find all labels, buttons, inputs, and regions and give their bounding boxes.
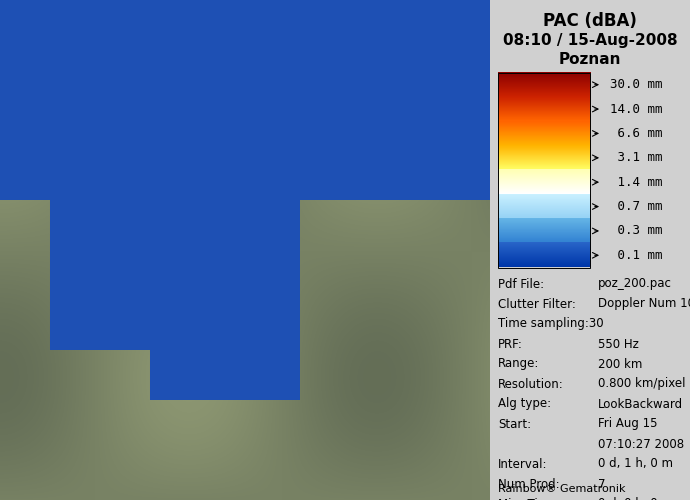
Text: 08:10 / 15-Aug-2008: 08:10 / 15-Aug-2008: [503, 32, 678, 48]
Text: Rainbow® Gematronik: Rainbow® Gematronik: [498, 484, 625, 494]
Text: poz_200.pac: poz_200.pac: [598, 278, 672, 290]
Text: 0.3 mm: 0.3 mm: [610, 224, 662, 237]
Text: Doppler Num 10: Doppler Num 10: [598, 298, 690, 310]
Text: 3.1 mm: 3.1 mm: [610, 152, 662, 164]
Text: PAC (dBA): PAC (dBA): [543, 12, 637, 30]
Text: Pdf File:: Pdf File:: [498, 278, 544, 290]
Text: 1.4 mm: 1.4 mm: [610, 176, 662, 188]
Text: 0 d, 0 h, 0 m: 0 d, 0 h, 0 m: [598, 498, 673, 500]
Text: LookBackward: LookBackward: [598, 398, 683, 410]
Text: 0.1 mm: 0.1 mm: [610, 249, 662, 262]
Text: Num Prod:: Num Prod:: [498, 478, 560, 490]
Text: 0 d, 1 h, 0 m: 0 d, 1 h, 0 m: [598, 458, 673, 470]
Text: Range:: Range:: [498, 358, 540, 370]
Text: 14.0 mm: 14.0 mm: [610, 102, 662, 116]
Text: Interval:: Interval:: [498, 458, 547, 470]
Text: PRF:: PRF:: [498, 338, 523, 350]
Bar: [498, 72, 590, 268]
Text: Fri Aug 15: Fri Aug 15: [598, 418, 658, 430]
Text: Miss Time:: Miss Time:: [498, 498, 560, 500]
Text: Start:: Start:: [498, 418, 531, 430]
Text: 30.0 mm: 30.0 mm: [610, 78, 662, 91]
Text: 0.800 km/pixel: 0.800 km/pixel: [598, 378, 685, 390]
Text: Resolution:: Resolution:: [498, 378, 564, 390]
Text: 07:10:27 2008: 07:10:27 2008: [598, 438, 684, 450]
Text: 200 km: 200 km: [598, 358, 642, 370]
Text: Time sampling:30: Time sampling:30: [498, 318, 604, 330]
Text: 550 Hz: 550 Hz: [598, 338, 639, 350]
Text: Alg type:: Alg type:: [498, 398, 551, 410]
Text: 6.6 mm: 6.6 mm: [610, 127, 662, 140]
Text: 0.7 mm: 0.7 mm: [610, 200, 662, 213]
Text: Poznan: Poznan: [559, 52, 621, 68]
Text: Clutter Filter:: Clutter Filter:: [498, 298, 576, 310]
Text: 7: 7: [598, 478, 606, 490]
